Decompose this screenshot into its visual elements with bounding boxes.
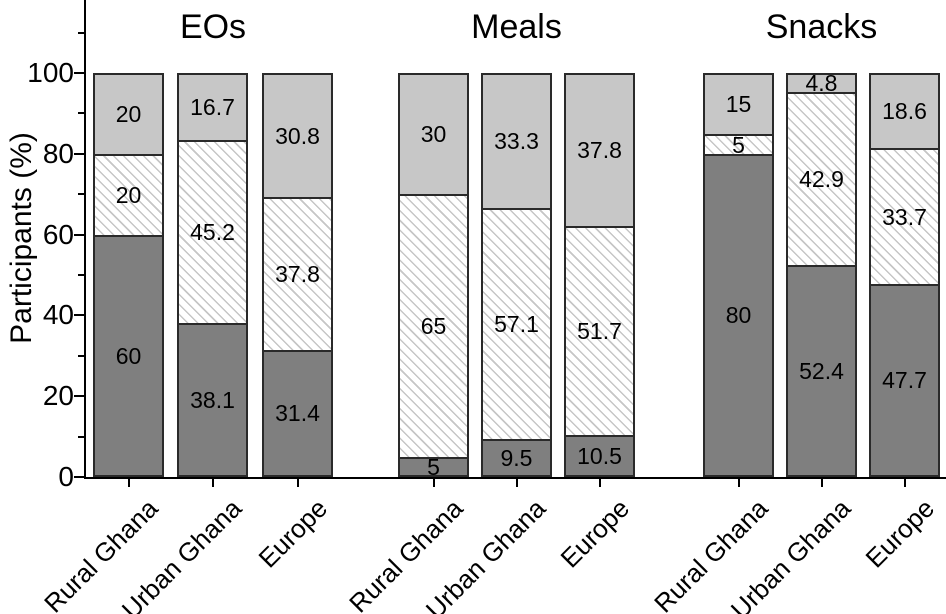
group-title: EOs: [179, 8, 247, 46]
bar-segment-bottom: 80: [703, 154, 774, 477]
bar-segment-middle: 42.9: [786, 92, 857, 265]
group-title: Snacks: [765, 8, 878, 46]
bar-segment-bottom: 47.7: [869, 284, 940, 477]
bar-segment-value-label: 42.9: [799, 166, 844, 192]
bar-segment-top: 18.6: [869, 73, 940, 148]
bar-segment-value-label: 33.3: [494, 128, 539, 154]
bar-segment-value-label: 33.7: [882, 203, 927, 230]
y-axis-major-tick: [74, 233, 85, 236]
bar-segment-top: 30: [398, 73, 469, 194]
bar-segment-bottom: 9.5: [481, 439, 552, 477]
bar-segment-value-label: 5: [732, 131, 745, 158]
bar-segment-middle: 65: [398, 194, 469, 457]
y-axis-major-tick: [74, 395, 85, 398]
bar-segment-value-label: 65: [420, 313, 447, 339]
bar-segment-top: 37.8: [564, 73, 635, 226]
y-axis-tick-label: 100: [27, 57, 74, 88]
y-axis-tick-label: 0: [58, 461, 74, 492]
x-axis-category-label: Europe: [554, 493, 635, 574]
bar-segment-value-label: 30: [420, 121, 447, 147]
x-axis-line: [84, 477, 946, 479]
group-title: Meals: [471, 8, 562, 46]
x-axis-tick: [515, 479, 518, 487]
stacked-bar: 9.5 57.1 33.3: [481, 73, 552, 477]
x-axis-tick: [737, 479, 740, 487]
bar-segment-value-label: 31.4: [275, 400, 320, 426]
bar-segment-value-label: 45.2: [190, 219, 235, 245]
stacked-bar: 60 20 20: [93, 73, 164, 477]
bar-segment-middle: 33.7: [869, 148, 940, 284]
bar-segment-value-label: 20: [115, 101, 142, 127]
bar-segment-value-label: 10.5: [577, 442, 622, 469]
y-axis-major-tick: [74, 72, 85, 74]
bar-segment-middle: 20: [93, 154, 164, 235]
bar-segment-value-label: 80: [725, 302, 752, 328]
bar-segment-middle: 5: [703, 131, 774, 158]
bar-segment-value-label: 37.8: [275, 261, 320, 287]
bar-segment-value-label: 18.6: [882, 98, 927, 124]
y-axis-minor-tick: [78, 354, 85, 357]
x-axis-tick: [820, 479, 823, 487]
x-axis-tick: [598, 479, 601, 487]
y-axis-minor-tick: [78, 193, 85, 196]
stacked-bar: 10.5 51.7 37.8: [564, 73, 635, 477]
bar-segment-value-label: 16.7: [190, 94, 235, 120]
bar-segment-middle: 45.2: [177, 140, 248, 323]
x-axis-tick: [432, 479, 435, 487]
stacked-bar: 38.1 45.2 16.7: [177, 73, 248, 477]
bar-segment-value-label: 57.1: [494, 311, 539, 337]
x-axis-tick: [903, 479, 906, 487]
bar-segment-value-label: 52.4: [799, 357, 844, 384]
bar-segment-value-label: 15: [725, 91, 752, 117]
bar-segment-value-label: 4.8: [805, 70, 838, 96]
bar-segment-top: 33.3: [481, 73, 552, 208]
stacked-bar: 80 5 15: [703, 73, 774, 477]
x-axis-category-label: Europe: [252, 493, 333, 574]
bar-segment-bottom: 31.4: [262, 350, 333, 477]
y-axis-line: [84, 0, 86, 478]
x-axis-tick: [211, 479, 214, 487]
bar-segment-value-label: 51.7: [577, 318, 622, 344]
bar-segment-value-label: 20: [115, 182, 142, 208]
x-axis-category-label: Europe: [859, 493, 940, 574]
bar-segment-value-label: 37.8: [577, 137, 622, 163]
bar-segment-value-label: 60: [115, 342, 142, 369]
y-axis-minor-tick: [78, 274, 85, 276]
stacked-bar: 52.4 42.9 4.8: [786, 70, 857, 477]
y-axis-major-tick: [74, 314, 85, 317]
y-axis-major-tick: [74, 476, 85, 478]
stacked-bar: 5 65 30: [398, 73, 469, 480]
stacked-bar: 47.7 33.7 18.6: [869, 73, 940, 477]
bar-segment-top: 4.8: [786, 70, 857, 96]
bar-segment-middle: 57.1: [481, 208, 552, 439]
y-axis-tick-label: 80: [42, 137, 74, 169]
y-axis-tick-label: 20: [42, 380, 74, 412]
bar-segment-value-label: 47.7: [882, 367, 927, 393]
x-axis-tick: [127, 479, 130, 487]
bar-segment-bottom: 52.4: [786, 265, 857, 477]
bar-segment-top: 30.8: [262, 73, 333, 197]
bar-segment-top: 15: [703, 73, 774, 134]
bar-segment-value-label: 9.5: [500, 444, 533, 471]
bar-segment-top: 20: [93, 73, 164, 154]
bar-segment-bottom: 5: [398, 453, 469, 480]
x-axis-tick: [296, 479, 299, 487]
y-axis-tick-label: 40: [42, 299, 74, 331]
y-axis-minor-tick: [78, 112, 85, 115]
bar-segment-bottom: 38.1: [177, 323, 248, 477]
bar-segment-value-label: 30.8: [275, 122, 320, 149]
bar-segment-middle: 37.8: [262, 197, 333, 350]
y-axis-major-tick: [74, 152, 85, 155]
y-axis-tick-label: 60: [42, 218, 74, 250]
bar-segment-bottom: 60: [93, 235, 164, 477]
bar-segment-value-label: 5: [427, 453, 440, 480]
bar-segment-middle: 51.7: [564, 226, 635, 435]
bar-segment-value-label: 38.1: [190, 386, 235, 413]
y-axis-minor-tick: [78, 435, 85, 438]
bar-segment-bottom: 10.5: [564, 435, 635, 477]
bar-segment-top: 16.7: [177, 73, 248, 140]
stacked-bar: 31.4 37.8 30.8: [262, 73, 333, 477]
y-axis-minor-tick: [78, 31, 85, 34]
